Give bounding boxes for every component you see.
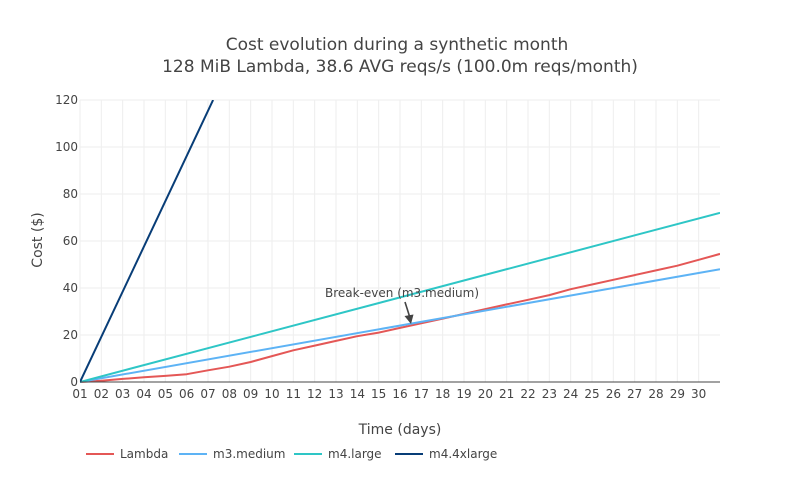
x-tick-label: 19 [456,387,471,401]
x-tick-label: 28 [648,387,663,401]
break-even-annotation-label: Break-even (m3.medium) [325,286,479,300]
series-line-lambda [80,252,720,383]
y-tick-label: 20 [63,328,78,342]
y-axis-title: Cost ($) [30,212,46,267]
x-tick-label: 24 [563,387,578,401]
x-tick-label: 20 [478,387,493,401]
x-tick-label: 05 [158,387,173,401]
x-tick-label: 18 [435,387,450,401]
annotation-layer: Break-even (m3.medium) [325,286,479,324]
x-tick-label: 07 [200,387,215,401]
x-tick-label: 03 [115,387,130,401]
series-line-m3-medium [80,268,720,383]
grid [79,99,720,382]
y-tick-label: 80 [63,187,78,201]
chart-subtitle-line: 128 MiB Lambda, 38.6 AVG reqs/s (100.0m … [162,57,638,77]
series-layer [80,100,720,383]
series-line-m4-large [80,211,720,383]
x-tick-label: 26 [606,387,621,401]
x-tick-label: 14 [350,387,365,401]
legend: Lambda m3.medium m4.large m4.4xlarge [86,447,497,461]
x-tick-label: 02 [94,387,109,401]
x-tick-label: 11 [286,387,301,401]
x-tick-label: 01 [72,387,87,401]
x-tick-label: 22 [520,387,535,401]
chart-title-line: Cost evolution during a synthetic month [226,35,569,55]
x-tick-labels: 01 02 03 04 05 06 07 08 09 10 11 12 13 14 15 16 17 18 19 20… [72,387,706,401]
x-tick-label: 06 [179,387,194,401]
x-tick-label: 27 [627,387,642,401]
legend-label: m3.medium [213,447,285,461]
x-tick-label: 08 [222,387,237,401]
x-tick-label: 12 [307,387,322,401]
x-tick-label: 16 [392,387,407,401]
x-tick-label: 10 [264,387,279,401]
series-line-m4-4xlarge [80,100,215,383]
x-tick-label: 13 [328,387,343,401]
legend-label: Lambda [120,447,168,461]
legend-item-m4-large[interactable]: m4.large [294,447,382,461]
legend-label: m4.4xlarge [429,447,497,461]
x-tick-label: 15 [371,387,386,401]
chart-title: Cost evolution during a synthetic month … [162,35,638,77]
x-tick-label: 29 [670,387,685,401]
x-tick-label: 09 [243,387,258,401]
y-tick-labels: 0 20 40 60 80 100 120 [55,93,78,389]
x-tick-label: 25 [584,387,599,401]
x-tick-label: 30 [691,387,706,401]
legend-item-m4-4xlarge[interactable]: m4.4xlarge [395,447,497,461]
x-tick-label: 17 [414,387,429,401]
x-tick-label: 21 [499,387,514,401]
legend-item-lambda[interactable]: Lambda [86,447,168,461]
y-tick-label: 100 [55,140,78,154]
y-tick-label: 120 [55,93,78,107]
x-tick-label: 04 [136,387,151,401]
y-tick-label: 40 [63,281,78,295]
x-axis-title: Time (days) [358,422,442,438]
y-tick-label: 60 [63,234,78,248]
break-even-annotation-arrowhead [404,314,414,324]
x-tick-label: 23 [542,387,557,401]
legend-item-m3-medium[interactable]: m3.medium [179,447,285,461]
y-tick-label: 0 [70,375,78,389]
legend-label: m4.large [328,447,382,461]
